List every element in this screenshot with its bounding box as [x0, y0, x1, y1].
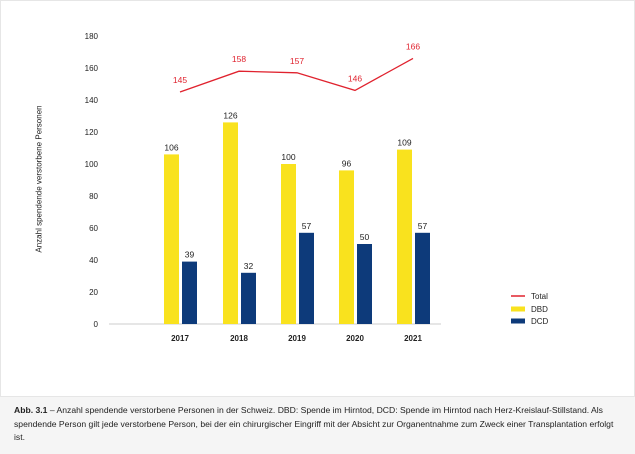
bar-dbd-2017 [164, 154, 179, 324]
bar-label-dbd-2020: 96 [342, 158, 352, 168]
caption-label: Abb. 3.1 [14, 405, 48, 415]
caption-text: – Anzahl spendende verstorbene Personen … [14, 405, 614, 443]
legend-label-total: Total [531, 292, 548, 301]
legend: Total DBD DCD [511, 292, 549, 326]
y-tick-label: 180 [85, 32, 99, 41]
bar-label-dbd-2017: 106 [164, 142, 178, 152]
y-tick-label: 60 [89, 224, 98, 233]
y-tick-label: 20 [89, 288, 98, 297]
total-label-2020: 146 [348, 73, 362, 83]
y-tick-label: 40 [89, 256, 98, 265]
total-line [179, 57, 414, 93]
y-tick-label: 120 [85, 128, 99, 137]
x-axis: 2017 2018 2019 2020 2021 [171, 334, 422, 343]
total-label-2017: 145 [173, 75, 187, 85]
legend-label-dbd: DBD [531, 305, 548, 314]
bar-dcd-2021 [415, 232, 430, 324]
bar-label-dbd-2018: 126 [223, 110, 237, 120]
total-label-2021: 166 [406, 41, 420, 51]
y-axis-label: Anzahl spendende verstorbene Personen [34, 105, 44, 253]
bar-dcd-2019 [299, 232, 314, 324]
bar-dbd-2020 [339, 170, 354, 324]
bar-label-dcd-2017: 39 [185, 250, 195, 260]
figure-caption: Abb. 3.1 – Anzahl spendende verstorbene … [14, 404, 626, 445]
x-tick-label-2021: 2021 [404, 334, 422, 343]
bar-label-dcd-2020: 50 [360, 232, 370, 242]
bar-label-dbd-2021: 109 [397, 138, 411, 148]
bar-dbd-2019 [281, 164, 296, 324]
bar-dbd-2021 [397, 149, 412, 324]
total-line-group: 145 158 157 146 166 [173, 41, 420, 93]
x-tick-label-2020: 2020 [346, 334, 364, 343]
total-label-2019: 157 [290, 56, 304, 66]
y-tick-label: 100 [85, 160, 99, 169]
bar-dcd-2017 [182, 261, 197, 324]
bars-group: 106 39 126 32 100 57 96 50 109 57 [164, 110, 430, 325]
legend-label-dcd: DCD [531, 317, 549, 326]
x-tick-label-2019: 2019 [288, 334, 306, 343]
bar-chart: 0 20 40 60 80 100 120 140 160 180 106 39 126 32 100 57… [85, 32, 549, 343]
bar-label-dcd-2019: 57 [302, 221, 312, 231]
y-tick-label: 140 [85, 96, 99, 105]
y-tick-label: 80 [89, 192, 98, 201]
bar-label-dbd-2019: 100 [281, 152, 295, 162]
y-tick-label: 160 [85, 64, 99, 73]
x-tick-label-2018: 2018 [230, 334, 248, 343]
y-axis: 0 20 40 60 80 100 120 140 160 180 [85, 32, 99, 329]
bar-label-dcd-2021: 57 [418, 221, 428, 231]
y-tick-label: 0 [94, 320, 99, 329]
legend-swatch-dbd [511, 306, 525, 312]
legend-swatch-dcd [511, 318, 525, 324]
bar-label-dcd-2018: 32 [244, 261, 254, 271]
total-label-2018: 158 [232, 54, 246, 64]
x-tick-label-2017: 2017 [171, 334, 189, 343]
chart-frame: 0 20 40 60 80 100 120 140 160 180 106 39 126 32 100 57… [0, 0, 635, 397]
bar-dcd-2020 [357, 244, 372, 324]
bar-dcd-2018 [241, 272, 256, 324]
bar-dbd-2018 [223, 122, 238, 325]
